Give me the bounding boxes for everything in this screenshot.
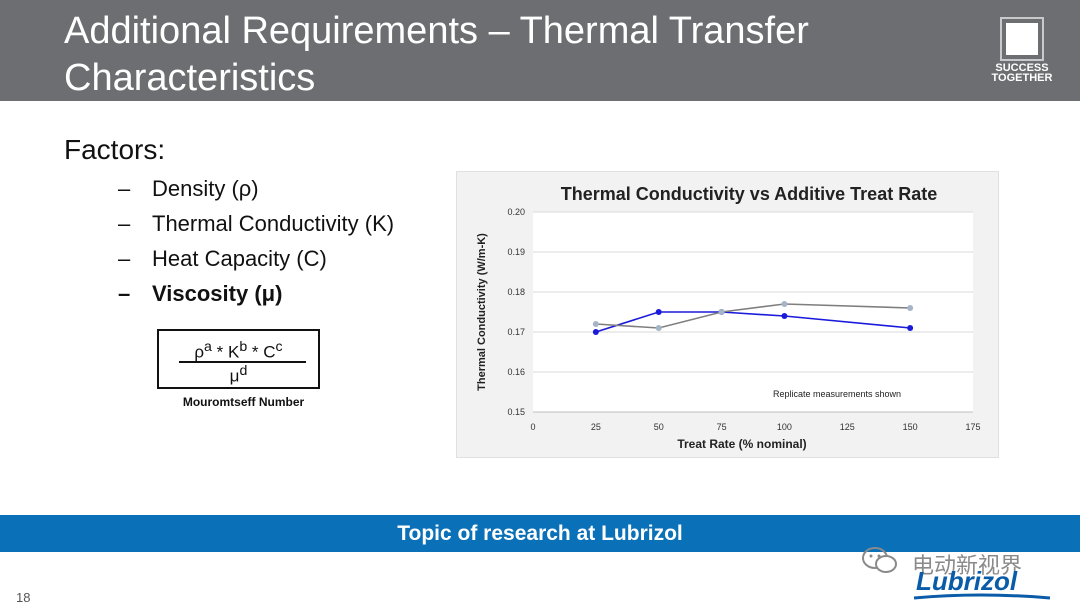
banner-text: Topic of research at Lubrizol	[397, 522, 683, 545]
lubrizol-wordmark: Lubrizol	[916, 566, 1018, 596]
data-point	[781, 301, 788, 307]
x-tick-label: 25	[591, 422, 601, 432]
slide-title-line2: Characteristics	[64, 57, 316, 99]
lubrizol-logo: Lubrizol	[913, 566, 1051, 600]
x-tick-label: 125	[840, 422, 855, 432]
data-point	[655, 309, 662, 315]
y-tick-label: 0.15	[507, 407, 525, 417]
thermal-conductivity-chart: 0.15 0.16 0.17 0.18 0.19 0.20 0 25 50 75 100 125 15…	[476, 184, 981, 451]
x-tick-label: 100	[777, 422, 792, 432]
data-point	[718, 309, 725, 315]
factors-heading: Factors:	[64, 134, 166, 165]
chart-annotation: Replicate measurements shown	[773, 389, 901, 399]
y-axis-label: Thermal Conductivity (W/m-K)	[476, 233, 488, 391]
chart-panel: 0.15 0.16 0.17 0.18 0.19 0.20 0 25 50 75 100 125 15…	[456, 171, 999, 458]
x-axis-label: Treat Rate (% nominal)	[677, 437, 806, 451]
mu-exponent: d	[239, 363, 248, 379]
k-exponent: b	[239, 339, 248, 355]
rho-exponent: a	[204, 339, 212, 355]
bullet-text: Heat Capacity (C)	[152, 246, 327, 271]
multiply-sign: *	[211, 342, 228, 362]
rho-symbol: ρ	[194, 342, 205, 362]
y-tick-label: 0.18	[507, 287, 525, 297]
logo-text: SUCCESS TOGETHER	[985, 62, 1059, 84]
chart-title: Thermal Conductivity vs Additive Treat R…	[561, 184, 937, 204]
bullet-text: Viscosity (μ)	[152, 281, 283, 306]
formula-caption: Mouromtseff Number	[182, 395, 305, 409]
c-symbol: C	[263, 342, 276, 362]
plot-area	[533, 212, 973, 412]
wechat-icon	[862, 547, 897, 573]
data-point	[592, 329, 599, 335]
logo-text-line2: TOGETHER	[991, 72, 1053, 84]
bullet-text: Density (ρ)	[152, 176, 259, 201]
x-tick-label: 150	[903, 422, 918, 432]
page-number: 18	[16, 590, 31, 605]
slide-title: Additional Requirements – Thermal Transf…	[64, 8, 944, 102]
x-tick-label: 0	[530, 422, 535, 432]
x-tick-label: 175	[965, 422, 980, 432]
watermark-text: 电动新视界	[912, 554, 1023, 579]
data-point	[592, 321, 599, 327]
y-tick-label: 0.16	[507, 367, 525, 377]
bullet-dash: –	[118, 281, 131, 306]
success-together-logo	[1000, 17, 1044, 61]
logo-text-line1: SUCCESS	[995, 62, 1049, 74]
x-tick-label: 75	[717, 422, 727, 432]
data-point	[907, 305, 914, 311]
bullet-dash: –	[118, 246, 131, 271]
bullet-dash: –	[118, 211, 131, 236]
data-point	[655, 325, 662, 331]
slide-title-line1: Additional Requirements – Thermal Transf…	[64, 10, 809, 52]
formula-numerator: ρa * Kb * Cc	[159, 339, 318, 363]
y-tick-label: 0.17	[507, 327, 525, 337]
series-2	[592, 301, 914, 331]
c-exponent: c	[275, 339, 283, 355]
research-banner: Topic of research at Lubrizol	[0, 515, 1080, 552]
y-tick-label: 0.19	[507, 247, 525, 257]
bullet-text: Thermal Conductivity (K)	[152, 211, 395, 236]
data-point	[907, 325, 914, 331]
x-tick-label: 50	[654, 422, 664, 432]
multiply-sign: *	[247, 342, 264, 362]
mouromtseff-formula: ρa * Kb * Cc μd	[157, 329, 320, 389]
k-symbol: K	[227, 342, 240, 362]
data-point	[781, 313, 788, 319]
fraction-bar	[179, 361, 306, 363]
y-tick-label: 0.20	[507, 207, 525, 217]
bullet-dash: –	[118, 176, 131, 201]
formula-denominator: μd	[159, 363, 318, 387]
slide-header: Additional Requirements – Thermal Transf…	[0, 0, 1080, 101]
mu-symbol: μ	[229, 366, 240, 386]
